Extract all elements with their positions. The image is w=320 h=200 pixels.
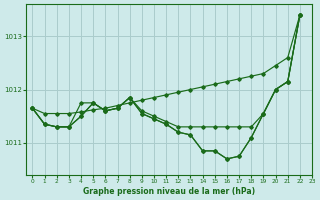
X-axis label: Graphe pression niveau de la mer (hPa): Graphe pression niveau de la mer (hPa) bbox=[83, 187, 255, 196]
